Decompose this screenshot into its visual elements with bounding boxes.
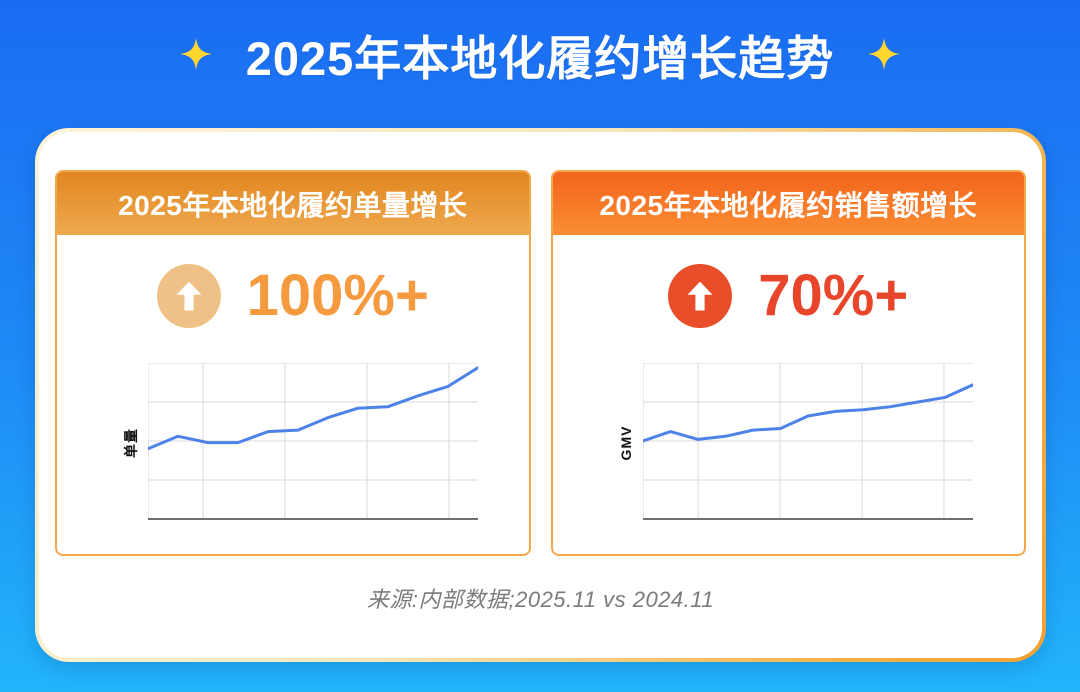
- panel-header: 2025年本地化履约单量增长: [57, 172, 529, 235]
- sparkle-icon: [179, 38, 212, 70]
- line-chart-gmv: [643, 363, 974, 520]
- page-title: 2025年本地化履约增长趋势: [245, 31, 835, 85]
- content-card: 2025年本地化履约单量增长 100%+ 单量 2025年本地化履约销售额增长: [39, 132, 1042, 658]
- panel-container: 2025年本地化履约单量增长 100%+ 单量 2025年本地化履约销售额增长: [55, 170, 1026, 556]
- metric-value: 100%+: [246, 263, 429, 328]
- panel-gmv: 2025年本地化履约销售额增长 70%+ GMV: [550, 170, 1026, 556]
- sparkle-icon: [868, 38, 901, 70]
- arrow-up-icon: [668, 264, 733, 328]
- panel-header: 2025年本地化履约销售额增长: [552, 172, 1024, 235]
- chart-row: GMV: [553, 363, 1025, 523]
- content-card-border: 2025年本地化履约单量增长 100%+ 单量 2025年本地化履约销售额增长: [35, 128, 1046, 662]
- title-bar: 2025年本地化履约增长趋势: [0, 0, 1080, 108]
- metric-row: 70%+: [553, 263, 1025, 329]
- panel-order-volume: 2025年本地化履约单量增长 100%+ 单量: [55, 170, 531, 556]
- chart-row: 单量: [57, 363, 529, 523]
- metric-value: 70%+: [758, 263, 909, 328]
- y-axis-label: 单量: [122, 428, 139, 458]
- line-chart-order-volume: [147, 363, 478, 520]
- arrow-up-icon: [156, 264, 221, 328]
- metric-row: 100%+: [57, 263, 529, 329]
- y-axis-label: GMV: [618, 425, 635, 461]
- source-note: 来源:内部数据;2025.11 vs 2024.11: [366, 587, 715, 612]
